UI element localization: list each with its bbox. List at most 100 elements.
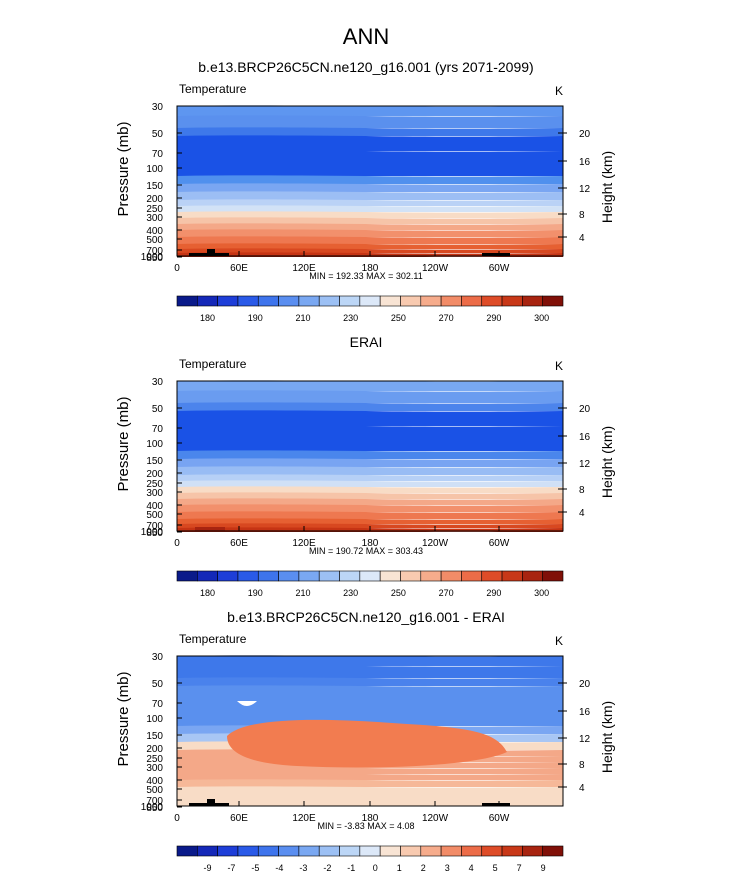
colorbar-label: 1 <box>397 863 402 873</box>
lon-tick-label: 60W <box>489 538 510 549</box>
colorbar-box <box>542 570 564 582</box>
colorbar-box <box>176 845 198 857</box>
pressure-tick-label: 70 <box>152 699 164 710</box>
colorbar-box <box>522 845 543 857</box>
panel-1: b.e13.BRCP26C5CN.ne120_g16.001 (yrs 2071… <box>115 59 615 323</box>
lon-tick-label: 0 <box>174 538 180 549</box>
pressure-tick-label: 700 <box>146 521 163 532</box>
pressure-tick-label: 250 <box>146 204 163 215</box>
topography <box>207 799 215 804</box>
field-band <box>177 786 563 806</box>
pressure-tick-label: 1000 <box>141 252 164 263</box>
colorbar-box <box>197 845 218 857</box>
lon-tick-label: 60W <box>489 263 510 274</box>
field-band <box>177 191 563 200</box>
lon-tick-label: 60E <box>230 263 248 274</box>
colorbar-box <box>440 845 462 857</box>
colorbar-box <box>298 295 320 307</box>
lon-tick-label: 120E <box>292 538 316 549</box>
colorbar-label: 3 <box>445 863 450 873</box>
pressure-tick-label: 400 <box>146 776 163 787</box>
colorbar-box <box>400 845 422 857</box>
colorbar-box <box>542 295 564 307</box>
colorbar-box <box>237 570 259 582</box>
lon-tick-label: 60E <box>230 813 248 824</box>
colorbar-box <box>481 570 503 582</box>
colorbar-label: 4 <box>469 863 474 873</box>
field-band <box>177 223 563 230</box>
colorbar-box <box>461 570 483 582</box>
units-label: K <box>555 634 563 648</box>
colorbar-box <box>217 295 239 307</box>
colorbar-box <box>339 845 361 857</box>
colorbar-box <box>461 845 483 857</box>
lon-tick-label: 0 <box>174 813 180 824</box>
colorbar-box <box>522 570 543 582</box>
field-band <box>177 518 563 524</box>
field-band <box>177 127 563 136</box>
field-band <box>177 390 563 403</box>
colorbar-box <box>501 295 523 307</box>
pressure-tick-label: 150 <box>146 731 163 742</box>
pressure-tick-label: 100 <box>146 439 163 450</box>
colorbar-box <box>257 570 279 582</box>
colorbar-box <box>501 570 523 582</box>
colorbar-box <box>522 295 543 307</box>
field-band <box>177 511 563 519</box>
field-band <box>177 655 563 666</box>
y-axis-label-right: Height (km) <box>599 701 615 773</box>
colorbar-label: 180 <box>200 588 215 598</box>
pressure-tick-label: 300 <box>146 213 163 224</box>
colorbar-box <box>359 845 381 857</box>
colorbar-box <box>318 295 340 307</box>
colorbar-box <box>217 570 239 582</box>
field-band <box>177 135 563 151</box>
pressure-tick-label: 700 <box>146 796 163 807</box>
colorbar-label: 180 <box>200 313 215 323</box>
pressure-tick-label: 250 <box>146 479 163 490</box>
field-band <box>177 492 563 499</box>
lon-tick-label: 180 <box>362 813 379 824</box>
lon-tick-label: 120E <box>292 813 316 824</box>
colorbar-label: 0 <box>373 863 378 873</box>
colorbar-label: 270 <box>439 313 454 323</box>
y-axis-label: Pressure (mb) <box>115 396 132 491</box>
height-tick-label: 8 <box>579 485 585 496</box>
pressure-tick-label: 500 <box>146 235 163 246</box>
pressure-tick-label: 850 <box>146 253 163 264</box>
lon-tick-label: 120W <box>422 813 449 824</box>
topography <box>195 527 225 531</box>
pressure-tick-label: 30 <box>152 652 164 663</box>
pressure-tick-label: 100 <box>146 714 163 725</box>
field-band <box>177 523 563 528</box>
pressure-tick-label: 50 <box>152 679 164 690</box>
y-axis-label: Pressure (mb) <box>115 671 132 766</box>
colorbar-box <box>481 295 503 307</box>
colorbar-box <box>237 845 259 857</box>
colorbar-label: 290 <box>486 588 501 598</box>
pressure-tick-label: 50 <box>152 129 164 140</box>
colorbar-box <box>379 570 401 582</box>
field-band <box>177 701 563 726</box>
height-tick-label: 20 <box>579 129 591 140</box>
field-band <box>177 504 563 512</box>
colorbar-label: -4 <box>275 863 283 873</box>
variable-label: Temperature <box>179 632 247 646</box>
field-band <box>177 217 563 224</box>
height-tick-label: 8 <box>579 210 585 221</box>
colorbar-box <box>379 295 401 307</box>
topography <box>482 253 510 256</box>
colorbar-box <box>278 295 300 307</box>
colorbar-label: 190 <box>248 313 263 323</box>
field-band <box>177 380 563 391</box>
colorbar-box <box>278 845 300 857</box>
height-tick-label: 4 <box>579 783 585 794</box>
colorbar-box <box>298 845 320 857</box>
field-band <box>177 229 563 237</box>
colorbar-label: -5 <box>251 863 259 873</box>
colorbar-label: -7 <box>227 863 235 873</box>
pressure-tick-label: 1000 <box>141 802 164 813</box>
lon-tick-label: 120E <box>292 263 316 274</box>
field-band <box>177 685 563 701</box>
field-band <box>177 150 563 176</box>
